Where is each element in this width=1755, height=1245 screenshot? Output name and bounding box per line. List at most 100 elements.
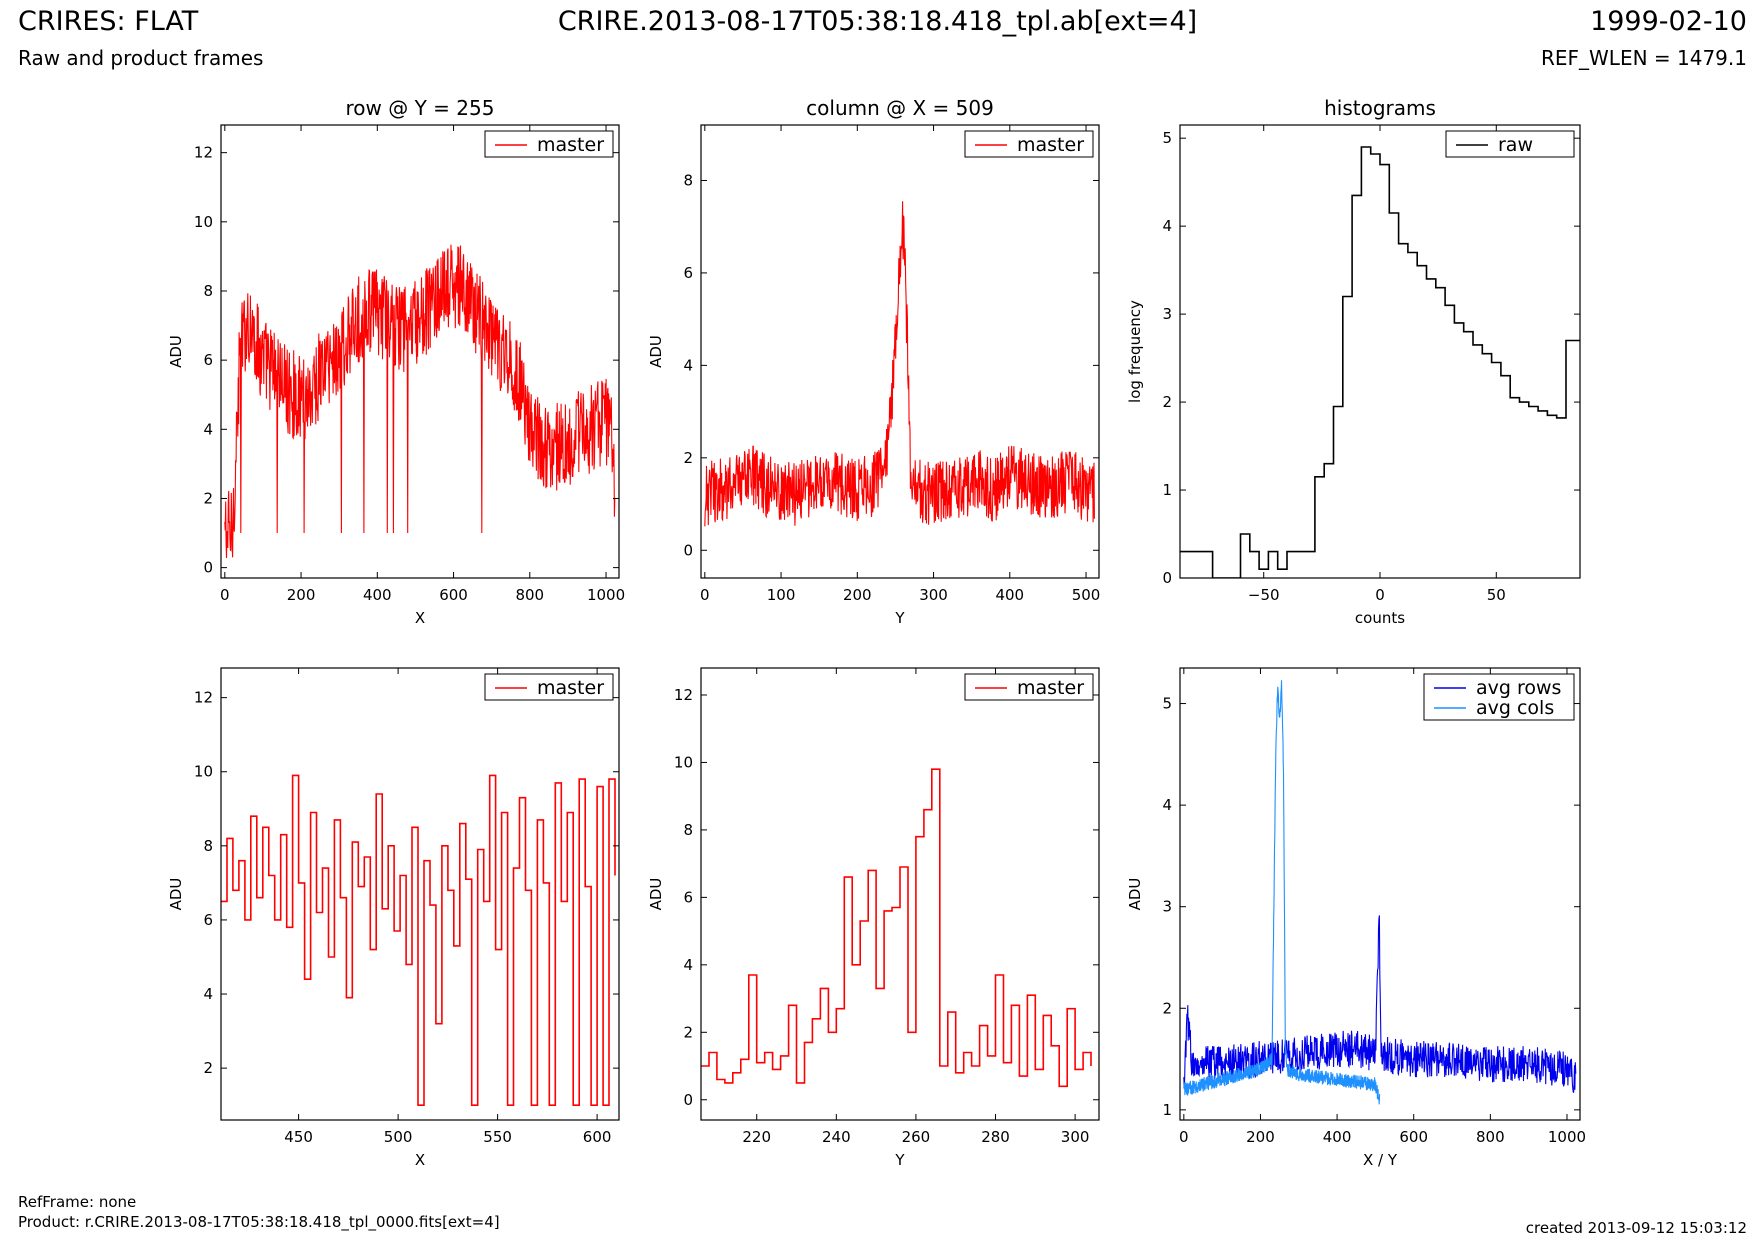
x-tick-label: 1000 xyxy=(587,586,625,604)
series-line-master xyxy=(701,768,1092,1088)
figure-title: CRIRES: FLAT xyxy=(18,6,199,37)
plot-frame xyxy=(220,667,620,1121)
series-line-master xyxy=(224,244,616,559)
y-tick-label: 12 xyxy=(674,686,693,704)
plot-frame xyxy=(700,667,1100,1121)
created-label: created 2013-09-12 15:03:12 xyxy=(1525,1219,1747,1237)
chart-row-zoom: 450 500 550 600 2 4 6 8 10 12 X ADU master xyxy=(167,667,620,1169)
chart-col-zoom: 220 240 260 280 300 0 2 4 6 8 10 12 Y ADU master xyxy=(647,667,1100,1169)
y-tick-label: 8 xyxy=(203,282,213,300)
x-tick-label: 500 xyxy=(1072,586,1101,604)
x-tick-label: 50 xyxy=(1487,586,1506,604)
legend-label: master xyxy=(537,677,604,699)
y-tick-label: 0 xyxy=(203,559,213,577)
x-axis-label: X xyxy=(415,609,425,627)
series-line-avg-cols xyxy=(1183,680,1381,1105)
legend-label: master xyxy=(1017,677,1084,699)
figure-subtitle: Raw and product frames xyxy=(18,46,264,70)
y-axis-label: log frequency xyxy=(1126,300,1144,403)
x-tick-label: 600 xyxy=(1399,1128,1428,1146)
y-tick-label: 4 xyxy=(203,985,213,1003)
x-tick-label: 200 xyxy=(1246,1128,1275,1146)
x-tick-label: 600 xyxy=(583,1128,612,1146)
legend-label: master xyxy=(1017,134,1084,156)
panel-title: row @ Y = 255 xyxy=(346,96,495,120)
legend xyxy=(484,130,614,158)
y-tick-label: 4 xyxy=(683,356,693,374)
plot-frame xyxy=(1179,124,1581,579)
legend-label: avg rows xyxy=(1476,677,1561,699)
y-tick-label: 6 xyxy=(203,911,213,929)
y-tick-label: 4 xyxy=(1162,796,1172,814)
chart-col-full: 0 100 200 300 400 500 0 2 4 6 8 Y ADU column @ X = 50… xyxy=(647,96,1100,627)
y-tick-label: 2 xyxy=(683,1023,693,1041)
legend xyxy=(964,130,1094,158)
legend-label: raw xyxy=(1498,134,1533,156)
panel-title: column @ X = 509 xyxy=(806,96,994,120)
date-label: 1999-02-10 xyxy=(1590,6,1747,37)
x-axis-label: X xyxy=(415,1151,425,1169)
y-tick-label: 8 xyxy=(683,171,693,189)
x-tick-label: 0 xyxy=(220,586,230,604)
y-tick-label: 0 xyxy=(1162,569,1172,587)
y-axis-label: ADU xyxy=(1126,878,1144,911)
x-tick-label: 550 xyxy=(483,1128,512,1146)
y-tick-label: 6 xyxy=(683,264,693,282)
y-tick-label: 1 xyxy=(1162,481,1172,499)
plot-frame xyxy=(1179,667,1581,1121)
chart-avg: 0 200 400 600 800 1000 1 2 3 4 5 X / Y ADU avg rowsav… xyxy=(1126,667,1586,1169)
y-tick-label: 4 xyxy=(683,956,693,974)
x-tick-label: 400 xyxy=(1323,1128,1352,1146)
ref-wlen-label: REF_WLEN = 1479.1 xyxy=(1540,46,1747,70)
x-tick-label: 600 xyxy=(439,586,468,604)
y-tick-label: 2 xyxy=(1162,999,1172,1017)
y-tick-label: 4 xyxy=(1162,217,1172,235)
y-tick-label: 4 xyxy=(203,420,213,438)
series-line-raw xyxy=(1180,146,1580,578)
x-tick-label: 260 xyxy=(902,1128,931,1146)
y-tick-label: 3 xyxy=(1162,898,1172,916)
y-tick-label: 2 xyxy=(203,489,213,507)
y-tick-label: 1 xyxy=(1162,1101,1172,1119)
x-tick-label: 280 xyxy=(981,1128,1010,1146)
chart-hist: −50 0 50 0 1 2 3 4 5 counts log frequency histogram… xyxy=(1126,96,1581,627)
x-tick-label: 800 xyxy=(515,586,544,604)
x-axis-label: Y xyxy=(894,609,905,627)
y-tick-label: 0 xyxy=(683,541,693,559)
x-tick-label: 400 xyxy=(995,586,1024,604)
legend xyxy=(1423,673,1575,721)
x-tick-label: 400 xyxy=(363,586,392,604)
legend-label: master xyxy=(537,134,604,156)
x-tick-label: 800 xyxy=(1476,1128,1505,1146)
x-tick-label: 450 xyxy=(284,1128,313,1146)
y-tick-label: 10 xyxy=(674,753,693,771)
y-tick-label: 8 xyxy=(203,837,213,855)
x-tick-label: −50 xyxy=(1248,586,1280,604)
y-tick-label: 3 xyxy=(1162,305,1172,323)
y-tick-label: 12 xyxy=(194,689,213,707)
y-tick-label: 0 xyxy=(683,1091,693,1109)
x-tick-label: 240 xyxy=(822,1128,851,1146)
y-tick-label: 2 xyxy=(683,449,693,467)
series-line-avg-rows xyxy=(1183,915,1577,1093)
x-axis-label: X / Y xyxy=(1363,1151,1398,1169)
x-tick-label: 0 xyxy=(700,586,710,604)
y-tick-label: 6 xyxy=(683,888,693,906)
plot-frame xyxy=(700,124,1100,579)
series-line-master xyxy=(704,201,1095,527)
y-tick-label: 10 xyxy=(194,763,213,781)
legend-label: avg cols xyxy=(1476,697,1554,719)
y-tick-label: 10 xyxy=(194,213,213,231)
x-tick-label: 200 xyxy=(843,586,872,604)
y-tick-label: 2 xyxy=(1162,393,1172,411)
y-axis-label: ADU xyxy=(647,878,665,911)
y-tick-label: 12 xyxy=(194,144,213,162)
x-tick-label: 1000 xyxy=(1548,1128,1586,1146)
x-tick-label: 200 xyxy=(287,586,316,604)
y-axis-label: ADU xyxy=(167,335,185,368)
chart-row-full: 0 200 400 600 800 1000 0 2 4 6 8 10 12 X ADU row @ Y = … xyxy=(167,96,625,627)
y-axis-label: ADU xyxy=(167,878,185,911)
plot-frame xyxy=(220,124,620,579)
y-axis-label: ADU xyxy=(647,335,665,368)
